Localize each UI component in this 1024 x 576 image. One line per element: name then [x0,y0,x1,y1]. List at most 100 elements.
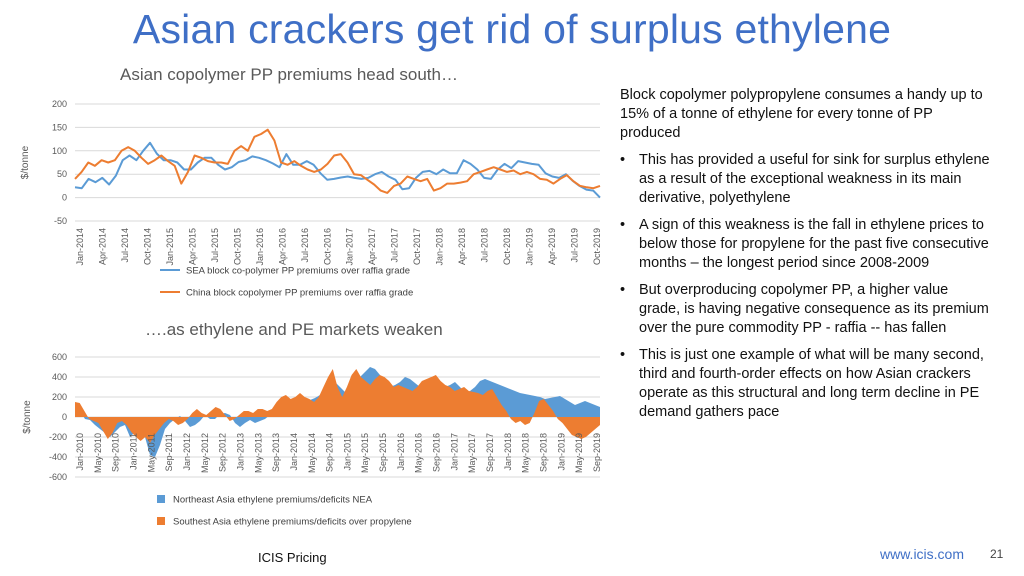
x-tick-label: Oct-2015 [232,228,242,265]
source-label: ICIS Pricing [258,550,327,565]
bullet-text: A sign of this weakness is the fall in e… [639,217,989,271]
y-tick-label: 200 [52,392,67,402]
series-line-1 [74,141,601,199]
x-tick-label: May-2010 [93,433,103,473]
y-tick-label: -600 [49,472,67,482]
x-tick-label: Jan-2018 [503,433,513,471]
x-tick-label: Oct-2018 [502,228,512,265]
y-tick-label: 0 [62,193,67,203]
x-tick-label: Apr-2018 [457,228,467,265]
footer-url[interactable]: www.icis.com [880,546,965,562]
x-tick-label: Sep-2014 [325,433,335,472]
y-tick-label: -400 [49,452,67,462]
x-tick-label: Jan-2010 [75,433,85,471]
x-tick-label: May-2013 [253,433,263,473]
y-tick-label: -200 [49,432,67,442]
x-tick-label: May-2016 [414,433,424,473]
x-tick-label: Jan-2019 [556,433,566,471]
x-tick-label: Jan-2017 [345,228,355,266]
x-tick-label: Oct-2019 [592,228,602,265]
y-axis-title: $/tonne [22,400,33,434]
chart1-title: Asian copolymer PP premiums head south… [120,65,458,84]
legend-label-2: Southest Asia ethylene premiums/deficits… [173,517,412,528]
x-tick-label: Jan-2018 [435,228,445,266]
y-tick-label: 150 [52,122,67,132]
x-tick-label: Sep-2017 [485,433,495,472]
x-tick-label: Jul-2014 [120,228,130,263]
y-tick-label: 400 [52,372,67,382]
x-tick-label: Jan-2015 [165,228,175,266]
x-tick-label: Jul-2017 [390,228,400,263]
legend-label-2: China block copolymer PP premiums over r… [186,288,413,299]
x-tick-label: Jan-2014 [75,228,85,266]
y-tick-label: 50 [57,169,67,179]
legend-label-1: SEA block co-polymer PP premiums over ra… [186,266,410,277]
x-tick-label: Sep-2016 [432,433,442,472]
x-tick-label: Apr-2019 [547,228,557,265]
x-tick-label: Sep-2018 [539,433,549,472]
bullet-icon: • [620,152,626,168]
x-tick-label: Jan-2019 [525,228,535,266]
x-tick-label: Jan-2011 [128,433,138,470]
bullet-text-panel: Block copolymer polypropylene consumes a… [620,86,992,430]
bullet-icon: • [620,347,626,363]
bullet-text: But overproducing copolymer PP, a higher… [639,282,989,336]
x-tick-label: Jan-2016 [396,433,406,471]
bullet-icon: • [620,217,626,233]
x-tick-label: Oct-2017 [412,228,422,265]
x-tick-label: Oct-2014 [142,228,152,265]
x-tick-label: Sep-2012 [218,433,228,472]
x-tick-label: May-2017 [467,433,477,473]
x-tick-label: Sep-2011 [164,433,174,471]
x-tick-label: Apr-2014 [97,228,107,265]
x-tick-label: Jul-2018 [480,228,490,263]
legend-swatch-2 [157,517,165,525]
x-tick-label: Jan-2016 [255,228,265,266]
intro-paragraph: Block copolymer polypropylene consumes a… [620,87,983,141]
slide-title: Asian crackers get rid of surplus ethyle… [132,6,892,52]
y-axis-title: $/tonne [20,145,31,179]
legend-label-1: Northeast Asia ethylene premiums/deficit… [173,495,373,506]
x-tick-label: Jan-2017 [449,433,459,471]
legend-swatch-1 [157,495,165,503]
x-tick-label: Jan-2013 [235,433,245,471]
bullet-icon: • [620,282,626,298]
x-tick-label: May-2011 [146,433,156,472]
series-line-2 [74,128,601,194]
y-tick-label: 100 [52,146,67,156]
x-tick-label: Sep-2019 [592,433,602,472]
x-tick-label: Jan-2015 [342,433,352,471]
series-area-2 [75,369,600,443]
x-tick-label: Jan-2012 [182,433,192,471]
x-tick-label: Apr-2015 [187,228,197,265]
x-tick-label: May-2015 [360,433,370,473]
x-tick-label: May-2018 [521,433,531,473]
bullet-item: • This has provided a useful for sink for… [620,151,992,208]
y-tick-label: 0 [62,412,67,422]
x-tick-label: Jul-2019 [570,228,580,263]
page-number: 21 [990,547,1004,561]
bullet-list: • This has provided a useful for sink for… [620,151,992,422]
x-tick-label: Oct-2016 [322,228,332,265]
bullet-item: • A sign of this weakness is the fall in … [620,216,992,273]
bullet-text: This has provided a useful for sink for … [639,152,990,206]
x-tick-label: May-2019 [574,433,584,473]
x-tick-label: May-2014 [307,433,317,473]
x-tick-label: Jul-2016 [300,228,310,263]
y-tick-label: 200 [52,99,67,109]
x-tick-label: Jul-2015 [210,228,220,263]
x-tick-label: Sep-2015 [378,433,388,472]
x-tick-label: May-2012 [200,433,210,473]
chart2-title: ….as ethylene and PE markets weaken [145,320,443,339]
bullet-text: This is just one example of what will be… [639,347,984,420]
x-tick-label: Apr-2016 [277,228,287,265]
y-tick-label: -50 [54,216,67,226]
x-tick-label: Jan-2014 [289,433,299,471]
x-tick-label: Apr-2017 [367,228,377,265]
y-tick-label: 600 [52,352,67,362]
x-tick-label: Sep-2010 [111,433,121,472]
x-tick-label: Sep-2013 [271,433,281,472]
bullet-item: • But overproducing copolymer PP, a highe… [620,281,992,338]
